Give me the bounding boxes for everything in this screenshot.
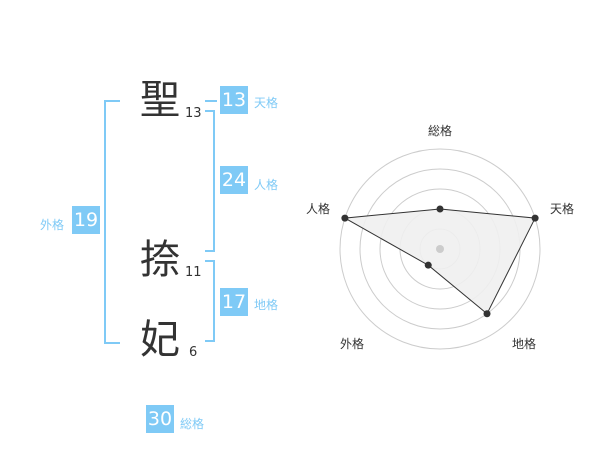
jinkaku-value: 24 <box>220 166 248 194</box>
soukaku-label: 総格 <box>180 417 205 431</box>
radar-label-gaikaku: 外格 <box>340 337 365 351</box>
radar-point-4 <box>341 214 349 222</box>
stroke-count-3: 6 <box>189 345 198 360</box>
soukaku-value: 30 <box>146 405 174 433</box>
name-char-1: 聖 <box>140 77 180 123</box>
radar-point-1 <box>531 214 539 222</box>
radar-point-3 <box>424 261 432 269</box>
radar-label-soukaku: 総格 <box>428 124 453 138</box>
chikaku-bracket <box>205 260 215 342</box>
radar-label-tenkaku: 天格 <box>550 202 575 216</box>
radar-label-chikaku: 地格 <box>512 337 537 351</box>
gaikaku-value: 19 <box>72 206 100 234</box>
radar-ring <box>339 148 541 350</box>
chikaku-value: 17 <box>220 288 248 316</box>
radar-polygon <box>343 208 536 315</box>
name-char-2: 捺 <box>140 237 180 283</box>
stroke-count-2: 11 <box>185 265 202 280</box>
chikaku-label: 地格 <box>254 298 279 312</box>
gaikaku-label: 外格 <box>40 218 65 232</box>
radar-point-0 <box>436 205 444 213</box>
gaikaku-bracket <box>104 100 120 344</box>
name-char-3: 妃 <box>140 317 180 363</box>
tenkaku-label: 天格 <box>254 96 279 110</box>
stroke-count-1: 13 <box>185 106 202 121</box>
tenkaku-value: 13 <box>220 86 248 114</box>
radar-label-jinkaku: 人格 <box>306 202 331 216</box>
radar-point-2 <box>483 310 491 318</box>
jinkaku-label: 人格 <box>254 178 279 192</box>
tenkaku-bracket <box>205 100 217 102</box>
radar-center <box>436 245 444 253</box>
jinkaku-bracket <box>205 110 215 252</box>
